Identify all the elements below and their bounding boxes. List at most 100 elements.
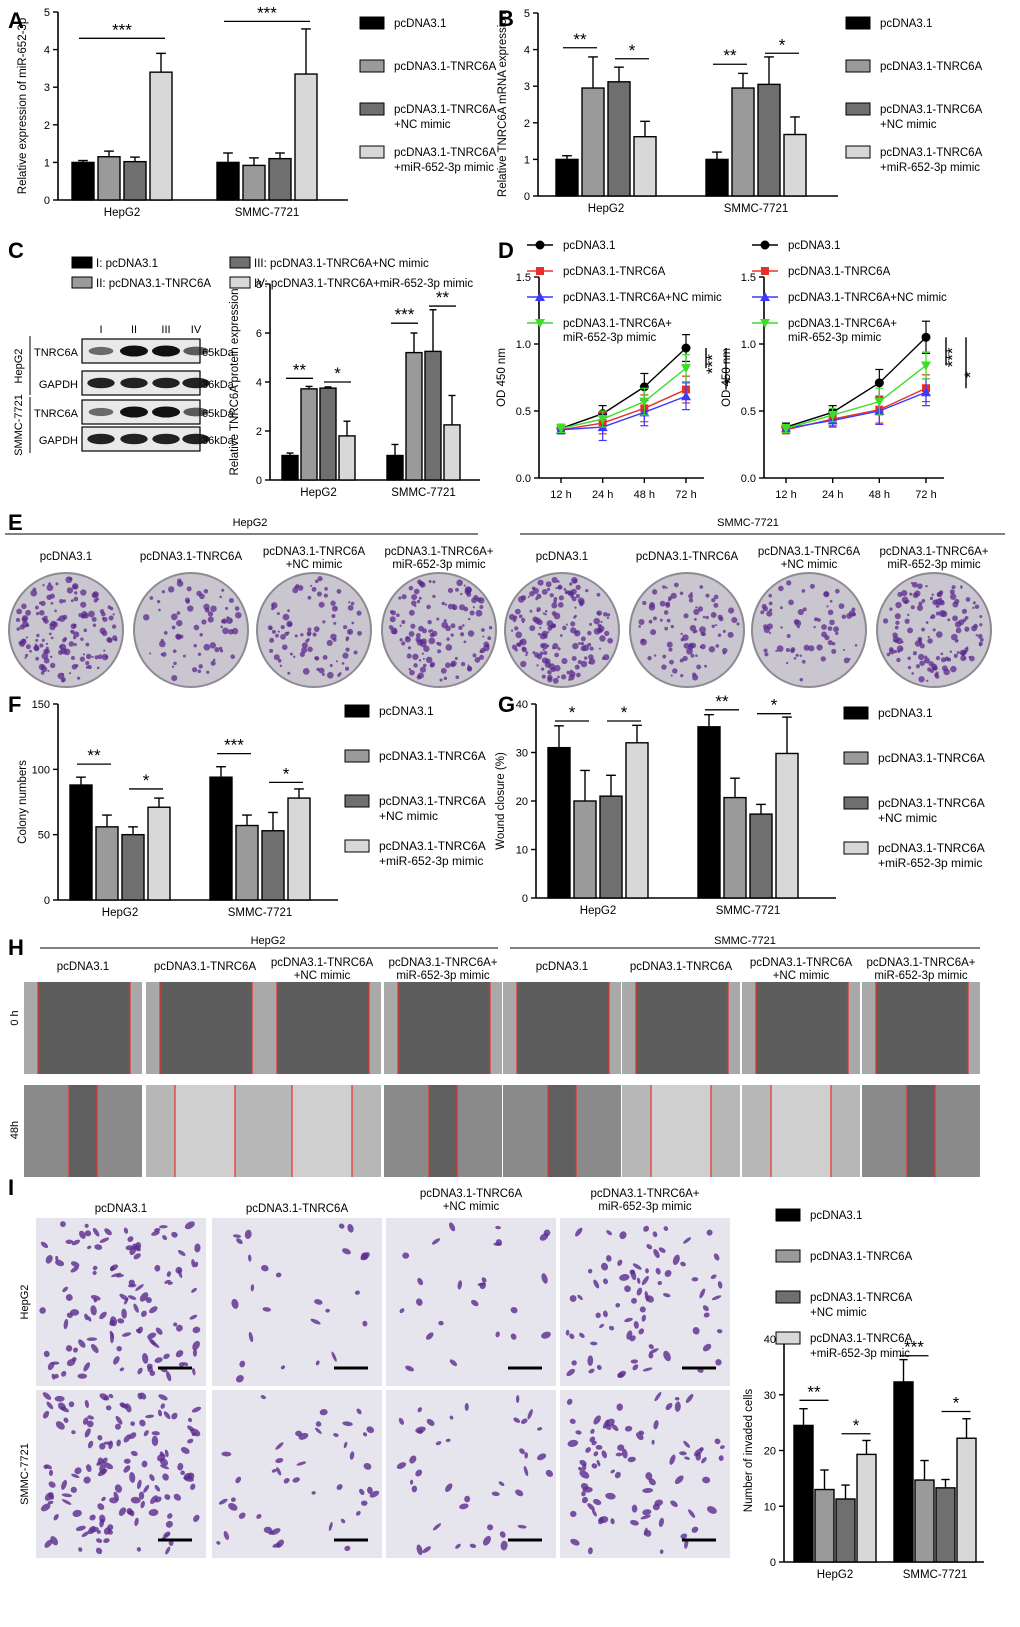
invaded-cell: [331, 1351, 337, 1362]
colony: [286, 620, 293, 628]
colony: [936, 631, 943, 638]
colony: [552, 643, 559, 650]
y-axis-label: Wound closure (%): [495, 752, 507, 850]
colony: [536, 619, 543, 626]
invaded-cell: [109, 1497, 118, 1504]
invaded-cell: [97, 1457, 104, 1466]
invaded-cell: [699, 1447, 704, 1451]
colony: [408, 631, 415, 637]
data-point: [921, 387, 931, 397]
colony: [843, 657, 850, 664]
invaded-cell: [438, 1320, 444, 1326]
invasion-label: pcDNA3.1: [95, 1203, 147, 1215]
colony: [521, 617, 526, 623]
colony: [547, 676, 553, 683]
invaded-cell: [218, 1498, 228, 1505]
colony: [558, 595, 564, 601]
invaded-cell: [537, 1427, 543, 1431]
invaded-cell: [165, 1520, 173, 1528]
invaded-cell: [86, 1337, 98, 1341]
colony: [683, 642, 690, 649]
colony: [689, 624, 697, 632]
panel-letter-a: A: [8, 8, 24, 33]
invaded-cell: [192, 1340, 200, 1351]
legend-label-line: pcDNA3.1-TNRC6A: [563, 266, 666, 278]
colony: [101, 630, 108, 637]
legend-label: pcDNA3.1-TNRC6A: [788, 266, 891, 278]
colony: [45, 642, 49, 645]
invaded-cell: [627, 1456, 636, 1463]
colony: [483, 644, 490, 652]
colony: [158, 608, 161, 612]
invaded-cell: [55, 1421, 65, 1430]
invaded-cell: [42, 1410, 50, 1419]
colony: [661, 664, 667, 670]
bar: [793, 1424, 814, 1563]
legend-label-line: +miR-652-3p mimic: [878, 856, 982, 870]
invaded-cell: [701, 1457, 707, 1464]
colony: [921, 598, 926, 603]
invaded-cell: [84, 1223, 89, 1228]
invaded-cell: [191, 1432, 197, 1436]
colony: [565, 591, 568, 594]
invaded-cell: [115, 1423, 121, 1430]
colony: [960, 655, 967, 662]
colony: [788, 599, 794, 606]
invaded-cell: [137, 1392, 143, 1400]
colony: [662, 585, 666, 589]
legend-label: pcDNA3.1: [379, 704, 434, 718]
bar: [625, 742, 649, 899]
colony: [345, 636, 350, 640]
colony: [441, 601, 446, 606]
invaded-cell: [714, 1438, 721, 1445]
invaded-cell: [669, 1454, 676, 1465]
invaded-cell: [539, 1233, 549, 1241]
invasion-label-line: pcDNA3.1-TNRC6A: [420, 1188, 523, 1200]
colony: [527, 595, 530, 598]
culture-dish: [751, 572, 867, 688]
data-point: [921, 361, 931, 371]
colony: [107, 637, 113, 643]
colony: [347, 604, 354, 611]
bar: [338, 435, 356, 481]
invaded-cell: [171, 1231, 178, 1238]
colony: [606, 613, 611, 617]
invaded-cell: [48, 1469, 54, 1477]
legend-swatch: [229, 276, 251, 289]
colony: [648, 619, 653, 624]
colony: [74, 664, 79, 668]
colony: [57, 617, 61, 621]
bar: [71, 161, 95, 201]
invaded-cell: [86, 1420, 94, 1428]
colony: [915, 664, 921, 669]
cell-edge: [742, 982, 756, 1074]
colony: [193, 624, 200, 631]
dish-label-line: pcDNA3.1-TNRC6A: [636, 551, 739, 563]
invaded-cell: [123, 1434, 131, 1443]
dish-label-line: pcDNA3.1-TNRC6A+: [880, 546, 989, 558]
wound-label: pcDNA3.1-TNRC6A+ miR-652-3p mimic: [867, 957, 976, 982]
significance-label: ***: [703, 354, 722, 374]
colony: [653, 654, 657, 657]
colony: [580, 645, 586, 652]
group-label: HepG2: [251, 935, 286, 947]
colony: [469, 610, 475, 616]
colony: [799, 654, 802, 657]
invaded-cell: [123, 1227, 129, 1234]
colony: [280, 624, 285, 630]
colony: [467, 666, 473, 672]
invaded-cell: [114, 1484, 122, 1493]
invaded-cell: [464, 1495, 471, 1503]
x-category-label: SMMC-7721: [716, 905, 781, 917]
invaded-cell: [683, 1440, 691, 1448]
significance-label: *: [721, 377, 740, 384]
invaded-cell: [653, 1420, 659, 1430]
colony: [925, 621, 929, 624]
invaded-cell: [70, 1486, 77, 1493]
data-point: [536, 267, 544, 275]
colony: [718, 616, 724, 622]
colony: [907, 613, 910, 617]
invaded-cell: [417, 1407, 422, 1413]
legend-swatch: [775, 1290, 801, 1304]
legend-swatch: [344, 839, 370, 853]
